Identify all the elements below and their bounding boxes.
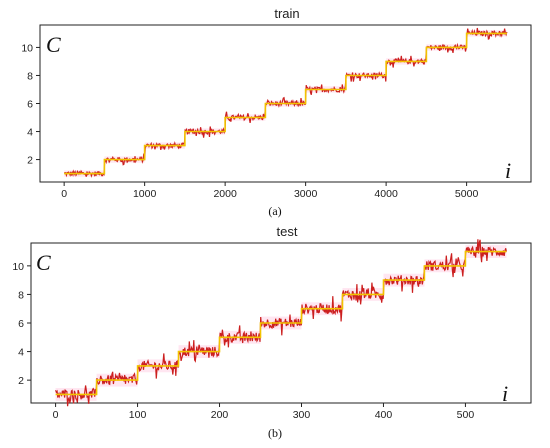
x-tick-label: 0 [61,188,67,200]
series-line-step [55,250,507,396]
y-axis-label: C [46,32,61,57]
y-axis-label: C [36,250,51,275]
y-tick-label: 8 [27,70,33,82]
y-tick-label: 2 [18,375,24,387]
x-tick-label: 400 [375,409,393,421]
x-axis-label: i [502,381,508,406]
x-tick-label: 3000 [294,188,318,200]
x-tick-label: 0 [53,409,59,421]
x-tick-label: 5000 [455,188,479,200]
y-tick-label: 8 [18,289,24,301]
series-line-noisy [55,239,507,407]
series-marks [55,239,507,407]
x-tick-label: 200 [211,409,229,421]
x-tick-label: 1000 [133,188,157,200]
y-axis-ticks: 2 4 6 8 10 [21,42,40,167]
x-tick-label: 2000 [213,188,237,200]
caption: (b) [268,426,282,440]
y-tick-label: 2 [27,155,33,167]
panel-train: train 0 1000 2000 3000 4000 5000 2 4 6 8 10 C i (… [21,6,532,218]
x-tick-label: 300 [293,409,311,421]
x-axis-ticks: 0 100 200 300 400 500 [53,403,475,421]
series-line-step [64,32,507,175]
y-axis-ticks: 2 4 6 8 10 [12,261,31,387]
y-tick-label: 6 [27,99,33,111]
x-tick-label: 500 [457,409,475,421]
panel-test: test 0 100 200 300 400 500 2 4 6 8 10 C i (b) [12,224,532,440]
x-tick-label: 100 [129,409,147,421]
chart-title: test [277,224,298,239]
chart-title: train [274,6,299,21]
caption: (a) [268,204,281,218]
x-axis-ticks: 0 1000 2000 3000 4000 5000 [61,182,478,200]
y-tick-label: 6 [18,318,24,330]
y-tick-label: 10 [12,261,24,273]
y-tick-label: 4 [18,347,24,359]
y-tick-label: 10 [21,42,33,54]
y-tick-label: 4 [27,127,33,139]
x-tick-label: 4000 [374,188,398,200]
series-marks [64,27,508,178]
x-axis-label: i [505,158,511,183]
